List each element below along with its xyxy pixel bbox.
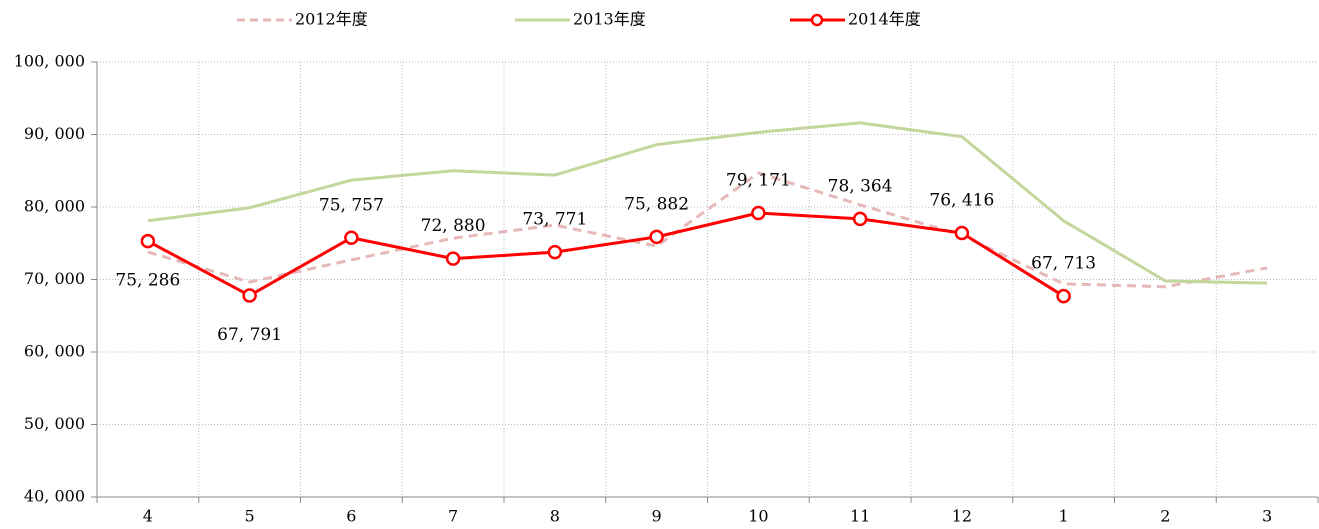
y-tick-label: 80, 000 xyxy=(24,197,85,216)
x-tick-label: 10 xyxy=(748,507,768,526)
point-marker xyxy=(242,288,257,303)
x-tick-label: 9 xyxy=(652,507,662,526)
data-label: 78, 364 xyxy=(828,176,893,196)
y-tick-label: 70, 000 xyxy=(24,269,85,288)
x-tick-label: 11 xyxy=(850,507,870,526)
legend-marker xyxy=(810,13,824,27)
series-line xyxy=(147,211,1065,298)
point-marker xyxy=(140,233,156,249)
x-tick-label: 5 xyxy=(245,507,255,526)
data-label: 67, 713 xyxy=(1031,254,1096,274)
x-tick-label: 4 xyxy=(143,507,153,526)
point-marker xyxy=(852,211,868,227)
x-tick-label: 12 xyxy=(952,507,972,526)
series-line xyxy=(147,121,1268,285)
legend-label: 2014年度 xyxy=(848,10,921,29)
data-label: 75, 882 xyxy=(624,194,689,214)
data-label: 75, 286 xyxy=(115,271,180,291)
data-label: 72, 880 xyxy=(421,216,486,236)
point-marker xyxy=(649,229,664,245)
point-marker xyxy=(954,225,970,241)
x-tick-label: 6 xyxy=(346,507,356,526)
point-marker xyxy=(344,230,359,246)
x-tick-label: 7 xyxy=(448,507,458,526)
y-tick-label: 100, 000 xyxy=(14,52,85,71)
data-label: 79, 171 xyxy=(726,171,791,191)
point-marker xyxy=(1056,288,1071,304)
x-tick-label: 8 xyxy=(550,507,560,526)
point-marker xyxy=(445,251,461,266)
y-tick-label: 50, 000 xyxy=(24,414,85,433)
data-label: 75, 757 xyxy=(319,195,384,215)
y-tick-label: 40, 000 xyxy=(24,487,85,506)
legend-label: 2012年度 xyxy=(295,10,368,29)
data-label: 67, 791 xyxy=(217,325,282,345)
x-tick-label: 2 xyxy=(1160,507,1170,526)
data-label: 76, 416 xyxy=(929,190,994,210)
x-tick-label: 3 xyxy=(1262,507,1272,526)
legend-label: 2013年度 xyxy=(573,10,646,29)
y-tick-label: 90, 000 xyxy=(24,124,85,143)
point-marker xyxy=(547,244,563,260)
x-tick-label: 1 xyxy=(1059,507,1069,526)
data-label: 73, 771 xyxy=(522,210,587,230)
point-marker xyxy=(751,205,766,221)
y-tick-label: 60, 000 xyxy=(24,342,85,361)
